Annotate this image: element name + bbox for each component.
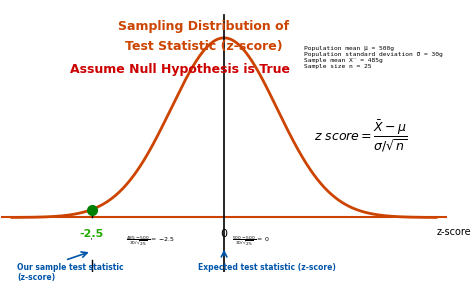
Text: Our sample test statistic
(z-score): Our sample test statistic (z-score) [17, 262, 124, 282]
Text: Test Statistic (z-score): Test Statistic (z-score) [125, 40, 283, 53]
Text: Sampling Distribution of: Sampling Distribution of [118, 20, 290, 33]
Text: $z\ score = \dfrac{\bar{X}-\mu}{\sigma/\sqrt{n}}$: $z\ score = \dfrac{\bar{X}-\mu}{\sigma/\… [314, 119, 408, 154]
Text: Population mean μ = 500g
Population standard deviation σ = 30g
Sample mean X̅ = : Population mean μ = 500g Population stan… [303, 46, 442, 69]
Text: $\frac{485-500}{30/\sqrt{25}}$ = −2.5: $\frac{485-500}{30/\sqrt{25}}$ = −2.5 [126, 234, 174, 247]
Text: $\frac{500-500}{30/\sqrt{25}}$ = 0: $\frac{500-500}{30/\sqrt{25}}$ = 0 [232, 234, 270, 247]
Text: 0: 0 [220, 229, 228, 239]
Text: z-score: z-score [436, 227, 471, 237]
Text: Expected test statistic (z-score): Expected test statistic (z-score) [198, 262, 336, 272]
Text: Assume Null Hypothesis is True: Assume Null Hypothesis is True [70, 63, 290, 76]
Text: -2.5: -2.5 [79, 229, 104, 239]
